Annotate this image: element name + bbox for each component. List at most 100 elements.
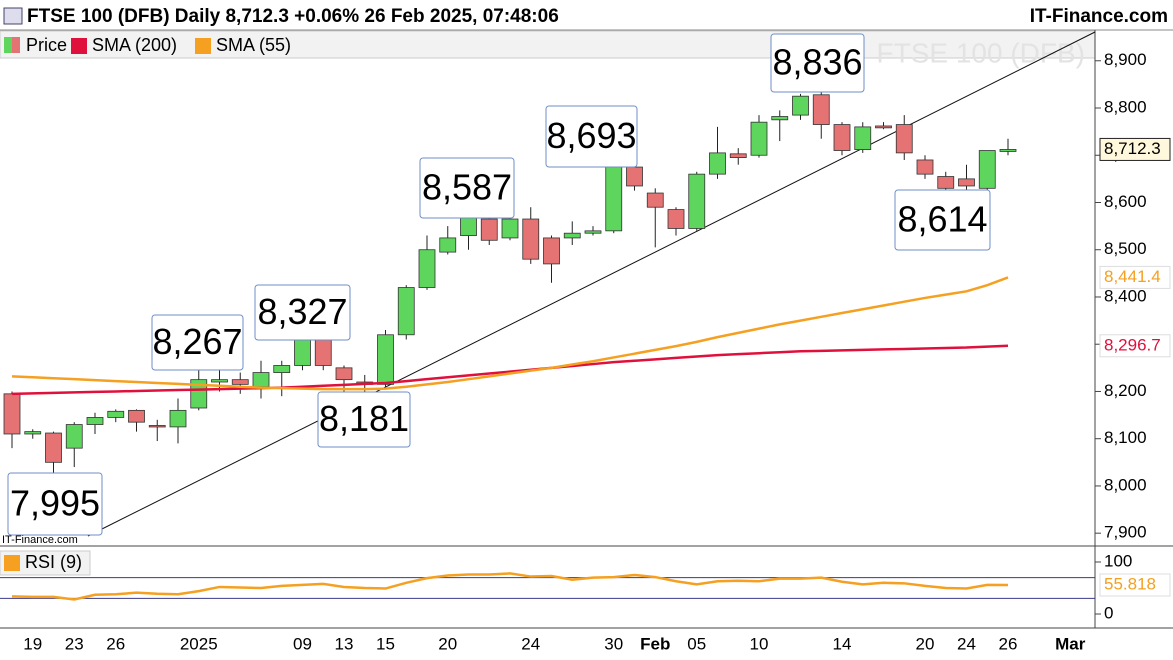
last-value-box: [1099, 265, 1171, 289]
legend-label: SMA (200): [92, 35, 177, 55]
candle-body: [148, 425, 166, 428]
x-tick-label: 20: [916, 634, 935, 653]
x-tick-label: 05: [687, 634, 706, 653]
candle-body: [854, 126, 872, 150]
candle-body: [294, 338, 311, 366]
candle-body: [646, 192, 664, 208]
candle-body: [169, 409, 187, 428]
candle-body: [128, 409, 145, 423]
annotation-box: [894, 189, 991, 251]
candle-body: [978, 150, 996, 189]
candle-body: [24, 431, 42, 435]
y-tick-label: 8,400: [1104, 286, 1147, 305]
x-tick-label: 13: [335, 634, 354, 653]
candle-body: [771, 116, 789, 121]
source: IT-Finance.com: [2, 534, 78, 546]
watermark: FTSE 100 (DFB): [877, 37, 1085, 68]
candle-body: [792, 95, 809, 116]
last-value-label: 8,441.4: [1104, 267, 1161, 286]
legend-swatch: [195, 38, 211, 54]
x-tick-label: 10: [750, 634, 769, 653]
candle-body: [522, 218, 540, 260]
annotation: 8,614: [897, 199, 987, 240]
candle-body: [86, 417, 104, 425]
y-tick-label: 8,900: [1104, 50, 1147, 69]
candle-body: [667, 209, 685, 229]
last-value-box: [1099, 573, 1171, 597]
x-tick-label: 24: [521, 634, 540, 653]
candle-body: [501, 218, 519, 239]
last-value-box: [1099, 334, 1171, 358]
y-tick-label: 8,000: [1104, 475, 1147, 494]
candle-body: [314, 339, 332, 366]
candle-body: [190, 379, 208, 409]
y-tick-label: 8,600: [1104, 192, 1147, 211]
y-tick-label: 8,800: [1104, 97, 1147, 116]
x-tick-label: 15: [376, 634, 395, 653]
y-tick-label: 8,100: [1104, 428, 1147, 447]
legend-swatch: [71, 38, 87, 54]
y-tick-label: 8,200: [1104, 381, 1147, 400]
y-tick-label: 7,900: [1104, 523, 1147, 542]
candle-body: [397, 287, 415, 336]
annotation-box: [7, 472, 103, 536]
candle-body: [252, 372, 270, 388]
legend-bar: [0, 30, 1096, 59]
annotation-box: [419, 157, 515, 219]
x-tick-label: 24: [957, 634, 976, 653]
annotation-box: [151, 314, 244, 371]
candle-body: [937, 176, 955, 189]
candle-body: [688, 173, 706, 229]
candle-body: [273, 365, 291, 373]
x-tick-label: 30: [604, 634, 623, 653]
candle-body: [45, 432, 62, 463]
candle-body: [439, 237, 457, 253]
candle-body: [750, 121, 768, 156]
candle-body: [377, 334, 394, 385]
x-tick-label: 23: [65, 634, 84, 653]
candle-body: [563, 232, 581, 239]
last-price-label: 8,712.3: [1104, 139, 1161, 158]
x-tick-label: Mar: [1055, 634, 1086, 653]
legend-swatch: [12, 37, 20, 53]
legend-label: SMA (55): [216, 35, 291, 55]
legend-swatch: [4, 555, 20, 571]
logo: [3, 7, 23, 25]
candle-body: [626, 166, 643, 187]
x-tick-label: 19: [23, 634, 42, 653]
candle-body: [729, 153, 747, 159]
candle-body: [3, 393, 21, 435]
x-tick-label: 26: [106, 634, 125, 653]
header-title: FTSE 100 (DFB) Daily 8,712.3 +0.06% 26 F…: [27, 6, 559, 27]
annotation-box: [254, 284, 351, 341]
last-value-label: 8,296.7: [1104, 335, 1161, 354]
candle-body: [875, 125, 892, 129]
candle-body: [584, 230, 602, 234]
candle-body: [709, 152, 726, 175]
candle-body: [916, 159, 934, 175]
last-price-box: [1099, 137, 1171, 161]
candle-body: [812, 94, 830, 125]
last-value-label: 55.818: [1104, 574, 1156, 593]
legend-label: RSI (9): [25, 552, 82, 572]
y-tick-label: 8,500: [1104, 239, 1147, 258]
annotation: 8,693: [546, 115, 636, 156]
x-tick-label: Feb: [640, 634, 670, 653]
candle-body: [543, 237, 560, 265]
candle-body: [999, 149, 1017, 152]
candle-body: [211, 379, 228, 383]
candle-body: [605, 166, 623, 232]
candle-body: [107, 410, 125, 418]
candle-body: [958, 178, 975, 187]
x-tick-label: 26: [999, 634, 1018, 653]
annotation: 8,327: [257, 291, 347, 332]
series-line: [11, 572, 1009, 601]
legend-label: Price: [26, 35, 67, 55]
annotation: 8,181: [319, 398, 409, 439]
annotation: 8,836: [772, 42, 862, 83]
x-tick-label: 14: [833, 634, 852, 653]
candle-body: [65, 424, 83, 449]
legend-swatch: [4, 37, 12, 53]
annotation-box: [545, 105, 638, 168]
